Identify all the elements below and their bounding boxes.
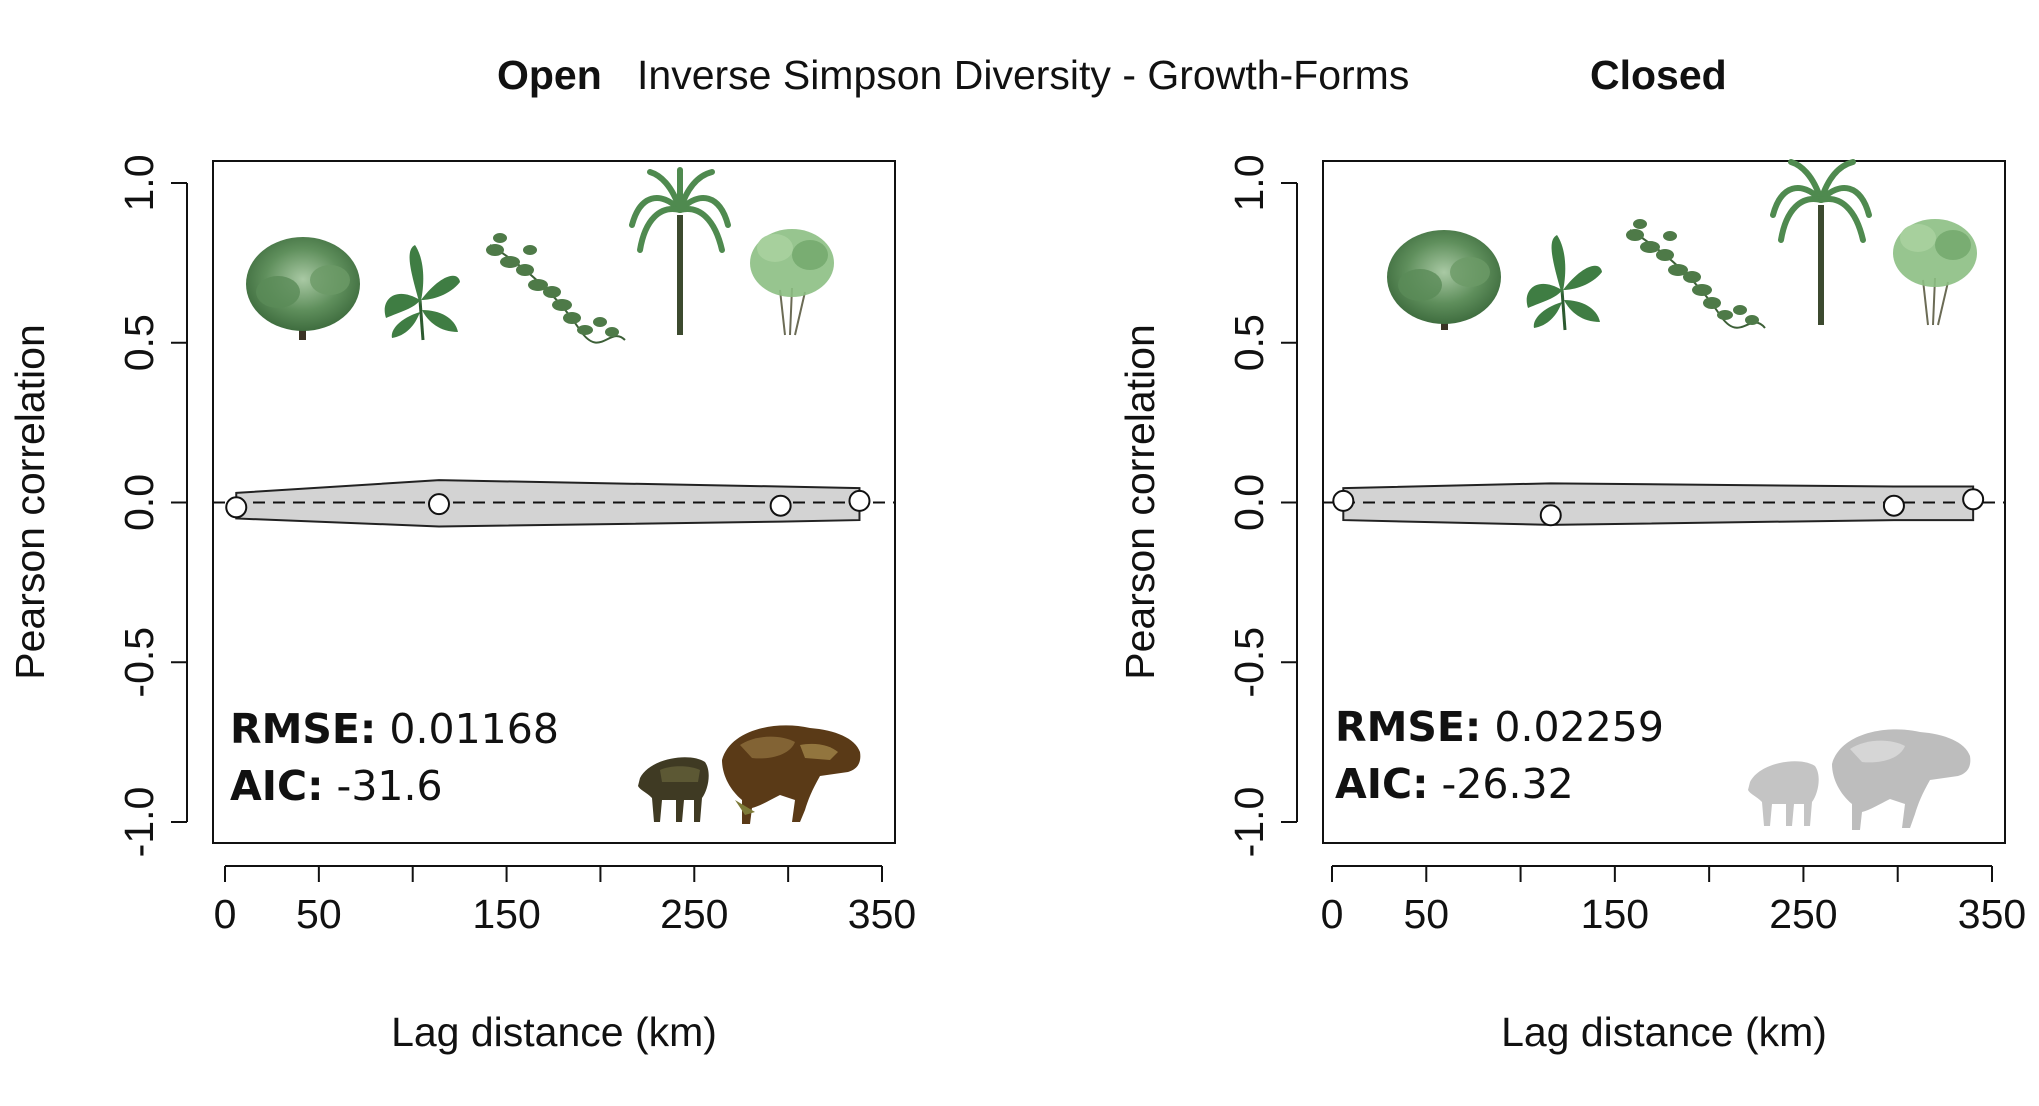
data-point: [427, 493, 450, 516]
data-point: [1882, 494, 1905, 517]
data-point: [1539, 504, 1562, 527]
y-tick-label: 1.0: [116, 155, 162, 212]
x-tick-label: 50: [296, 891, 342, 937]
rmse-stat: RMSE: 0.01168: [230, 705, 559, 753]
herb-icon: [384, 245, 460, 341]
y-tick-label: 0.5: [1226, 314, 1272, 371]
liana-icon: [1626, 219, 1766, 329]
axes-closed: 0 50 150 250 350 Lag distance (km) -1.0 -0.5 0.0…: [1117, 155, 2026, 1056]
x-axis-label: Lag distance (km): [1501, 1009, 1827, 1055]
palm-icon: [1770, 159, 1872, 325]
tapir-icon: [1832, 729, 1971, 830]
data-point: [1962, 488, 1985, 511]
y-tick-label: 0.5: [116, 314, 162, 371]
x-tick-label: 250: [660, 891, 728, 937]
shrub-icon: [1893, 219, 1977, 326]
data-point: [769, 494, 792, 517]
panel-open: RMSE: 0.01168 AIC: -31.6: [212, 160, 896, 844]
x-tick-label: 50: [1403, 891, 1449, 937]
axes-open: 0 50 150 250 350 Lag distance (km) -1.0 -0.5 0.0…: [7, 155, 916, 1056]
y-tick-label: 0.0: [1226, 474, 1272, 531]
palm-icon: [629, 167, 731, 335]
liana-icon: [486, 233, 626, 344]
y-tick-label: 0.0: [116, 474, 162, 531]
x-axis-label: Lag distance (km): [391, 1009, 717, 1055]
data-point: [1332, 489, 1355, 512]
y-tick-label: -0.5: [116, 627, 162, 698]
tapir-icon: [722, 725, 861, 824]
x-tick-label: 150: [472, 891, 540, 937]
x-tick-label: 0: [1321, 891, 1344, 937]
title-open: Open: [497, 52, 602, 98]
confidence-band: [235, 479, 861, 528]
tree-icon: [246, 237, 360, 340]
x-tick-label: 350: [1958, 891, 2026, 937]
y-tick-label: -1.0: [1226, 787, 1272, 858]
shrub-icon: [750, 229, 834, 336]
rmse-stat: RMSE: 0.02259: [1335, 703, 1664, 751]
data-point: [848, 489, 871, 512]
title-closed: Closed: [1590, 52, 1727, 98]
y-tick-label: -0.5: [1226, 627, 1272, 698]
data-layer: [213, 479, 895, 528]
x-tick-label: 150: [1581, 891, 1649, 937]
confidence-band: [1342, 482, 1975, 526]
x-tick-label: 350: [848, 891, 916, 937]
x-tick-label: 250: [1769, 891, 1837, 937]
y-axis-label: Pearson correlation: [1117, 324, 1163, 680]
figure-title: Inverse Simpson Diversity - Growth-Forms: [637, 52, 1410, 98]
panel-closed: RMSE: 0.02259 AIC: -26.32: [1322, 159, 2006, 844]
peccary-icon: [638, 757, 709, 822]
aic-stat: AIC: -31.6: [230, 762, 443, 810]
figure-title-row: Open Inverse Simpson Diversity - Growth-…: [0, 52, 2039, 112]
tree-icon: [1387, 230, 1501, 330]
y-tick-label: 1.0: [1226, 155, 1272, 212]
peccary-icon: [1748, 761, 1819, 826]
x-tick-label: 0: [214, 891, 237, 937]
y-tick-label: -1.0: [116, 787, 162, 858]
y-axis-label: Pearson correlation: [7, 324, 53, 680]
data-point: [225, 496, 248, 519]
herb-icon: [1526, 235, 1602, 331]
aic-stat: AIC: -26.32: [1335, 760, 1574, 808]
data-layer: [1323, 482, 2005, 527]
